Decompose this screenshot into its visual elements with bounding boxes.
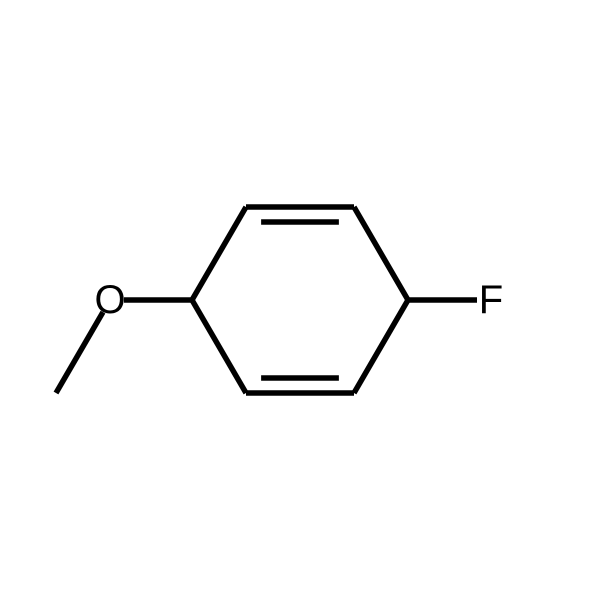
molecule-diagram: OF (0, 0, 600, 600)
o-label: O (94, 278, 125, 322)
f-label: F (479, 278, 503, 322)
